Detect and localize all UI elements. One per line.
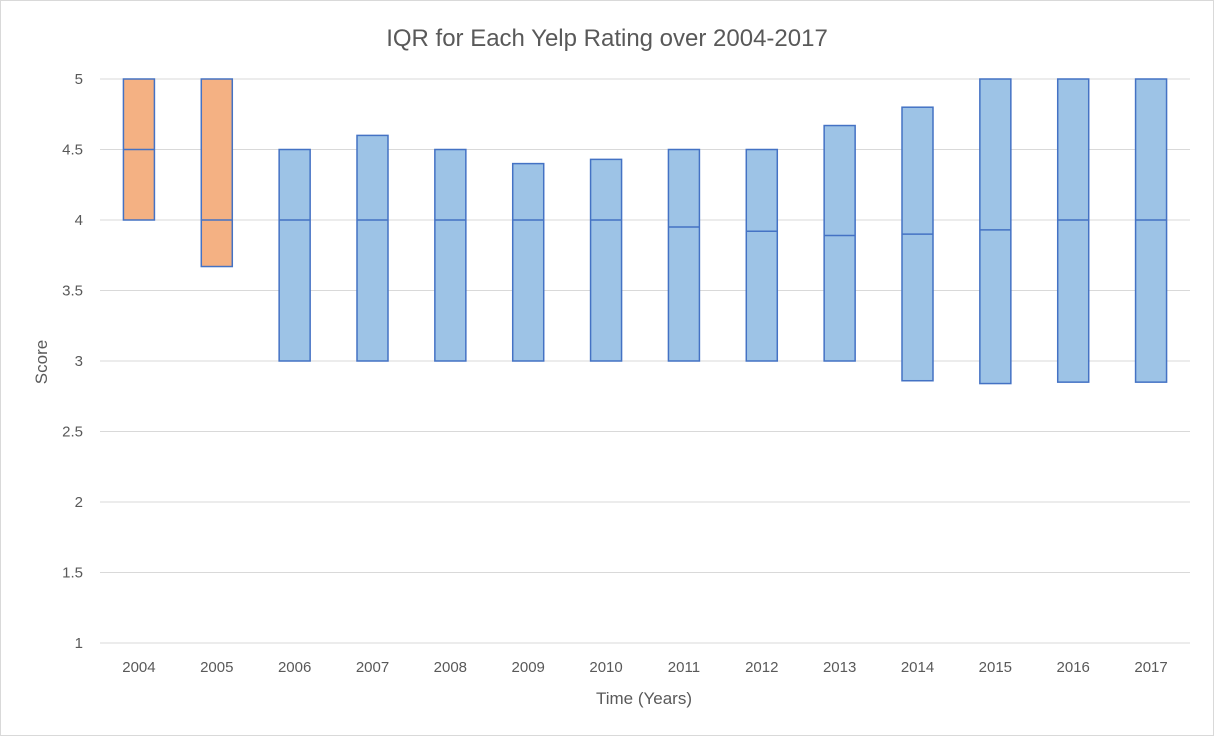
box-2014 [901,106,934,382]
box-series [122,78,1168,385]
iqr-box [278,148,311,362]
box-2015 [979,78,1012,385]
box-2009 [511,162,545,362]
iqr-box [823,124,856,362]
y-axis-title: Score [32,340,51,384]
x-tick-label: 2011 [668,659,700,676]
y-tick-label: 3.5 [62,283,83,300]
x-tick-label: 2009 [512,659,545,676]
box-2005 [200,78,234,268]
x-tick-label: 2017 [1134,659,1167,676]
y-tick-label: 1 [75,635,83,652]
x-tick-label: 2012 [745,659,778,676]
y-tick-label: 3 [75,353,83,370]
y-tick-label: 2.5 [62,424,83,441]
y-tick-label: 4 [75,212,83,229]
iqr-box [901,106,934,382]
iqr-box [200,78,234,268]
iqr-box [511,162,545,362]
iqr-box [356,134,389,362]
box-2007 [356,134,389,362]
x-tick-label: 2005 [200,659,233,676]
iqr-box [434,148,467,362]
chart-title: IQR for Each Yelp Rating over 2004-2017 [386,25,828,52]
gridlines [100,78,1190,644]
x-tick-label: 2006 [278,659,311,676]
iqr-box [979,78,1012,385]
iqr-box [1056,78,1090,383]
x-tick-label: 2010 [589,659,622,676]
x-tick-label: 2014 [901,659,934,676]
box-2013 [823,124,856,362]
box-2017 [1134,78,1168,383]
box-2008 [434,148,467,362]
y-tick-label: 5 [75,71,83,88]
y-tick-label: 1.5 [62,565,83,582]
x-tick-label: 2007 [356,659,389,676]
iqr-box [667,148,701,362]
box-2012 [745,148,779,362]
iqr-box [589,158,623,362]
y-tick-label: 4.5 [62,142,83,159]
y-tick-label: 2 [75,494,83,511]
iqr-box [745,148,779,362]
x-tick-labels: 2004 2005 2006 2007 2008 2009 2010 2011 2012 2013… [122,659,1168,676]
x-tick-label: 2015 [979,659,1012,676]
box-2011 [667,148,701,362]
x-axis-title: Time (Years) [596,689,692,708]
x-tick-label: 2016 [1057,659,1090,676]
y-tick-labels: 1 1.5 2 2.5 3 3.5 4 4.5 5 [62,71,83,652]
box-2016 [1056,78,1090,383]
box-2010 [589,158,623,362]
x-tick-label: 2013 [823,659,856,676]
box-2004 [122,78,156,221]
iqr-box [1134,78,1168,383]
x-tick-label: 2008 [434,659,467,676]
box-2006 [278,148,311,362]
x-tick-label: 2004 [122,659,155,676]
